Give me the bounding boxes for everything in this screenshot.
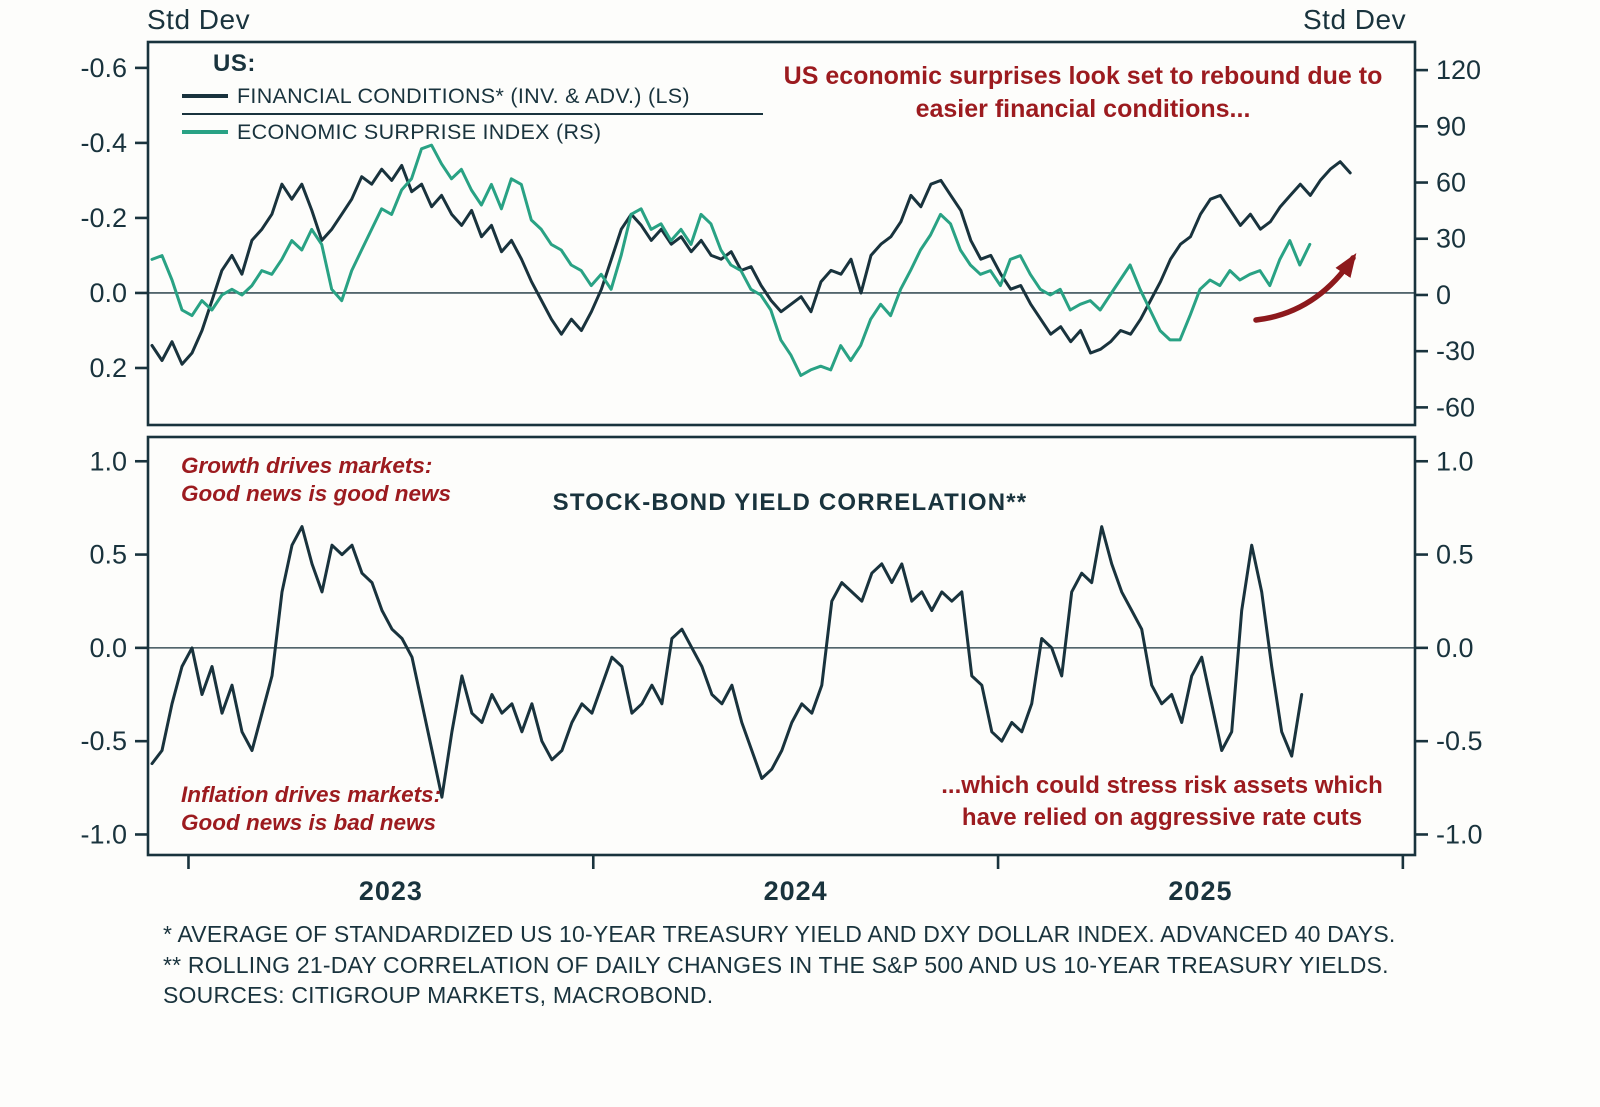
y-tick-label: -0.2 [80, 203, 127, 233]
legend-title: US: [213, 50, 256, 77]
y-tick-label: -0.5 [80, 726, 127, 756]
growth-note-line2: Good news is good news [181, 481, 452, 506]
growth-note-line1: Growth drives markets: [181, 453, 433, 478]
y-tick-label: 90 [1436, 111, 1466, 141]
economic-surprise-line-swatch [182, 130, 228, 134]
left-axis-title: Std Dev [147, 4, 251, 35]
y-tick-label: 0.0 [89, 278, 127, 308]
stress-note-line1: ...which could stress risk assets which [941, 772, 1383, 799]
footnote-1: * AVERAGE OF STANDARDIZED US 10-YEAR TRE… [163, 921, 1396, 947]
x-tick-label: 2024 [764, 876, 828, 906]
legend-item-financial-conditions: FINANCIAL CONDITIONS* (INV. & ADV.) (LS) [182, 81, 763, 111]
y-tick-label: -60 [1436, 392, 1475, 422]
series-line [150, 143, 1312, 377]
y-tick-label: -0.4 [80, 128, 127, 158]
y-tick-label: 0.0 [89, 633, 127, 663]
y-tick-label: 0 [1436, 280, 1451, 310]
rebound-arrow [1253, 253, 1357, 323]
panel-border [146, 435, 1417, 857]
stress-note: ...which could stress risk assets which … [862, 770, 1462, 834]
top-annotation-line2: easier financial conditions... [915, 95, 1251, 123]
footnote-sources: SOURCES: CITIGROUP MARKETS, MACROBOND. [163, 982, 714, 1008]
y-tick-label: 1.0 [1436, 446, 1474, 476]
inflation-note: Inflation drives markets: Good news is b… [181, 781, 441, 837]
legend-label-financial-conditions: FINANCIAL CONDITIONS* (INV. & ADV.) (LS) [237, 83, 690, 108]
growth-note: Growth drives markets: Good news is good… [181, 452, 451, 508]
y-tick-label: 0.5 [89, 540, 127, 570]
y-tick-label: -1.0 [1436, 819, 1483, 849]
x-tick-label: 2025 [1168, 876, 1232, 906]
series-line [150, 160, 1352, 366]
bottom-panel-title: STOCK-BOND YIELD CORRELATION** [552, 489, 1028, 516]
y-tick-label: -30 [1436, 336, 1475, 366]
y-tick-label: -0.5 [1436, 726, 1483, 756]
financial-conditions-line-swatch [182, 94, 228, 98]
y-tick-label: -0.6 [80, 53, 127, 83]
stress-note-line2: have relied on aggressive rate cuts [961, 804, 1363, 831]
top-annotation: US economic surprises look set to reboun… [758, 60, 1408, 126]
y-tick-label: 0.2 [89, 353, 127, 383]
right-axis-title: Std Dev [1303, 4, 1407, 35]
y-tick-label: 60 [1436, 168, 1466, 198]
y-tick-label: 0.0 [1436, 633, 1474, 663]
panel-border [146, 40, 1417, 427]
y-tick-label: 0.5 [1436, 540, 1474, 570]
inflation-note-line2: Good news is bad news [181, 810, 437, 835]
legend: US: FINANCIAL CONDITIONS* (INV. & ADV.) … [182, 50, 763, 147]
footnotes: * AVERAGE OF STANDARDIZED US 10-YEAR TRE… [163, 919, 1408, 1011]
footnote-2: ** ROLLING 21-DAY CORRELATION OF DAILY C… [163, 951, 1389, 978]
y-tick-label: 120 [1436, 55, 1481, 85]
x-tick-label: 2023 [359, 876, 423, 906]
y-tick-label: -1.0 [80, 819, 127, 849]
legend-label-economic-surprise: ECONOMIC SURPRISE INDEX (RS) [237, 119, 602, 144]
y-tick-label: 1.0 [89, 446, 127, 476]
legend-divider [182, 113, 763, 115]
series-line [150, 525, 1304, 799]
legend-item-economic-surprise: ECONOMIC SURPRISE INDEX (RS) [182, 117, 763, 147]
top-annotation-line1: US economic surprises look set to reboun… [783, 62, 1383, 90]
y-tick-label: 30 [1436, 224, 1466, 254]
inflation-note-line1: Inflation drives markets: [181, 782, 442, 807]
